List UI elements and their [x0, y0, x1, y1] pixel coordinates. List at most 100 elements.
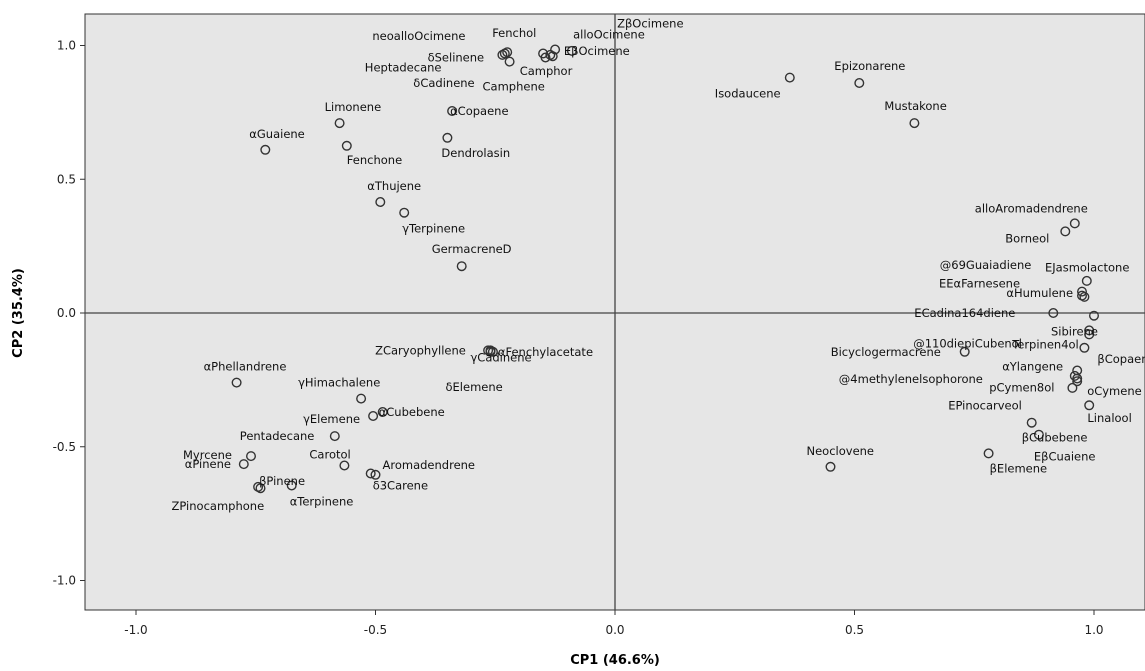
point-label: EEαFarnesene — [939, 277, 1020, 291]
point-label: pCymen8ol — [989, 381, 1054, 395]
point-label: Fenchone — [347, 153, 402, 167]
data-point — [255, 483, 266, 494]
data-point — [1084, 325, 1095, 336]
data-point — [377, 407, 388, 418]
point-label: Camphene — [483, 80, 545, 94]
data-point — [399, 207, 410, 218]
data-point — [1072, 376, 1083, 387]
point-label: ZPinocamphone — [172, 499, 265, 513]
point-label: Limonene — [325, 100, 382, 114]
point-label: Camphor — [520, 64, 573, 78]
data-point — [1069, 218, 1080, 229]
data-point — [959, 346, 970, 357]
data-point — [368, 411, 379, 422]
point-label: δElemene — [446, 380, 503, 394]
data-point — [1072, 373, 1083, 384]
data-point — [238, 459, 249, 470]
point-label: EPinocarveol — [948, 398, 1022, 412]
y-tick-label: -0.5 — [53, 440, 76, 454]
data-point — [375, 196, 386, 207]
point-label: Mustakone — [884, 99, 946, 113]
point-label: αThujene — [367, 179, 421, 193]
y-axis-title: CP2 (35.4%) — [11, 268, 26, 358]
point-label: @110diepiCubenol — [913, 336, 1022, 350]
data-point — [983, 448, 994, 459]
point-label: neoalloOcimene — [372, 29, 465, 43]
data-point — [545, 49, 556, 60]
point-label: βCopaene — [1097, 352, 1145, 366]
point-label: Borneol — [1005, 231, 1049, 245]
point-label: Carotol — [309, 448, 350, 462]
point-label: βCubebene — [1022, 431, 1088, 445]
point-label: Heptadecane — [365, 61, 442, 75]
data-point — [456, 261, 467, 272]
point-label: Dendrolasin — [441, 146, 510, 160]
point-label: γTerpinene — [402, 222, 465, 236]
point-label: Bicyclogermacrene — [831, 345, 941, 359]
data-point — [356, 393, 367, 404]
y-axis-ticks: -1.0 -0.5 0.0 0.5 1.0 — [53, 39, 85, 588]
point-label: oCymene — [1087, 384, 1142, 398]
point-label: alloOcimene — [573, 28, 645, 42]
y-tick-label: 1.0 — [57, 39, 76, 53]
data-point — [260, 144, 271, 155]
point-label: αGuaiene — [249, 127, 304, 141]
x-tick-label: -1.0 — [124, 623, 147, 637]
point-label: EJasmolactone — [1045, 261, 1129, 275]
data-point — [1069, 370, 1080, 381]
point-label: Isodaucene — [715, 87, 781, 101]
data-point — [483, 345, 494, 356]
point-labels: neoalloOcimene Fenchol alloOcimeneZβOcimen… — [172, 17, 1145, 514]
data-point — [1079, 291, 1090, 302]
data-point — [442, 132, 453, 143]
y-tick-label: 0.5 — [57, 172, 76, 186]
point-label: βPinene — [259, 474, 305, 488]
point-label: αPinene — [185, 457, 231, 471]
point-label: Fenchol — [492, 26, 536, 40]
point-label: δSelinene — [428, 51, 485, 65]
data-point — [499, 48, 510, 59]
data-point — [1088, 310, 1099, 321]
point-label: Neoclovene — [807, 444, 875, 458]
point-label: γHimachalene — [298, 376, 380, 390]
point-label: ZβOcimene — [617, 17, 683, 31]
data-point — [1081, 275, 1092, 286]
point-label: EβCuaiene — [1034, 450, 1096, 464]
point-label: αFenchylacetate — [498, 345, 593, 359]
point-label: EβOcimene — [564, 44, 630, 58]
data-point — [1076, 286, 1087, 297]
point-label: γElemene — [303, 412, 360, 426]
x-axis-title: CP1 (46.6%) — [570, 653, 660, 668]
point-label: αPhellandrene — [204, 360, 287, 374]
point-label: GermacreneD — [432, 242, 512, 256]
data-point — [504, 56, 515, 67]
data-point — [1048, 308, 1059, 319]
data-point — [1067, 382, 1078, 393]
data-point — [784, 72, 795, 83]
data-point — [1033, 429, 1044, 440]
data-point — [231, 377, 242, 388]
point-label: Myrcene — [183, 448, 232, 462]
point-label: αYlangene — [1002, 360, 1063, 374]
data-point — [1060, 226, 1071, 237]
x-axis-ticks: -1.0 -0.5 0.0 0.5 1.0 — [124, 610, 1104, 637]
point-label: ECadina164diene — [914, 306, 1015, 320]
y-tick-label: -1.0 — [53, 574, 76, 588]
x-tick-label: 1.0 — [1084, 623, 1103, 637]
point-label: δ3Carene — [373, 479, 428, 493]
data-point — [370, 469, 381, 480]
data-point — [909, 118, 920, 129]
data-points — [231, 44, 1099, 494]
x-tick-label: 0.0 — [605, 623, 624, 637]
point-label: Epizonarene — [834, 59, 905, 73]
point-label: @4methylenelsophorone — [839, 372, 983, 386]
point-label: Aromadendrene — [383, 458, 476, 472]
point-label: αHumulene — [1006, 286, 1073, 300]
point-label: ZCaryophyllene — [375, 343, 466, 357]
data-point — [540, 52, 551, 63]
data-point — [1084, 400, 1095, 411]
data-point — [497, 49, 508, 60]
data-point — [447, 105, 458, 116]
